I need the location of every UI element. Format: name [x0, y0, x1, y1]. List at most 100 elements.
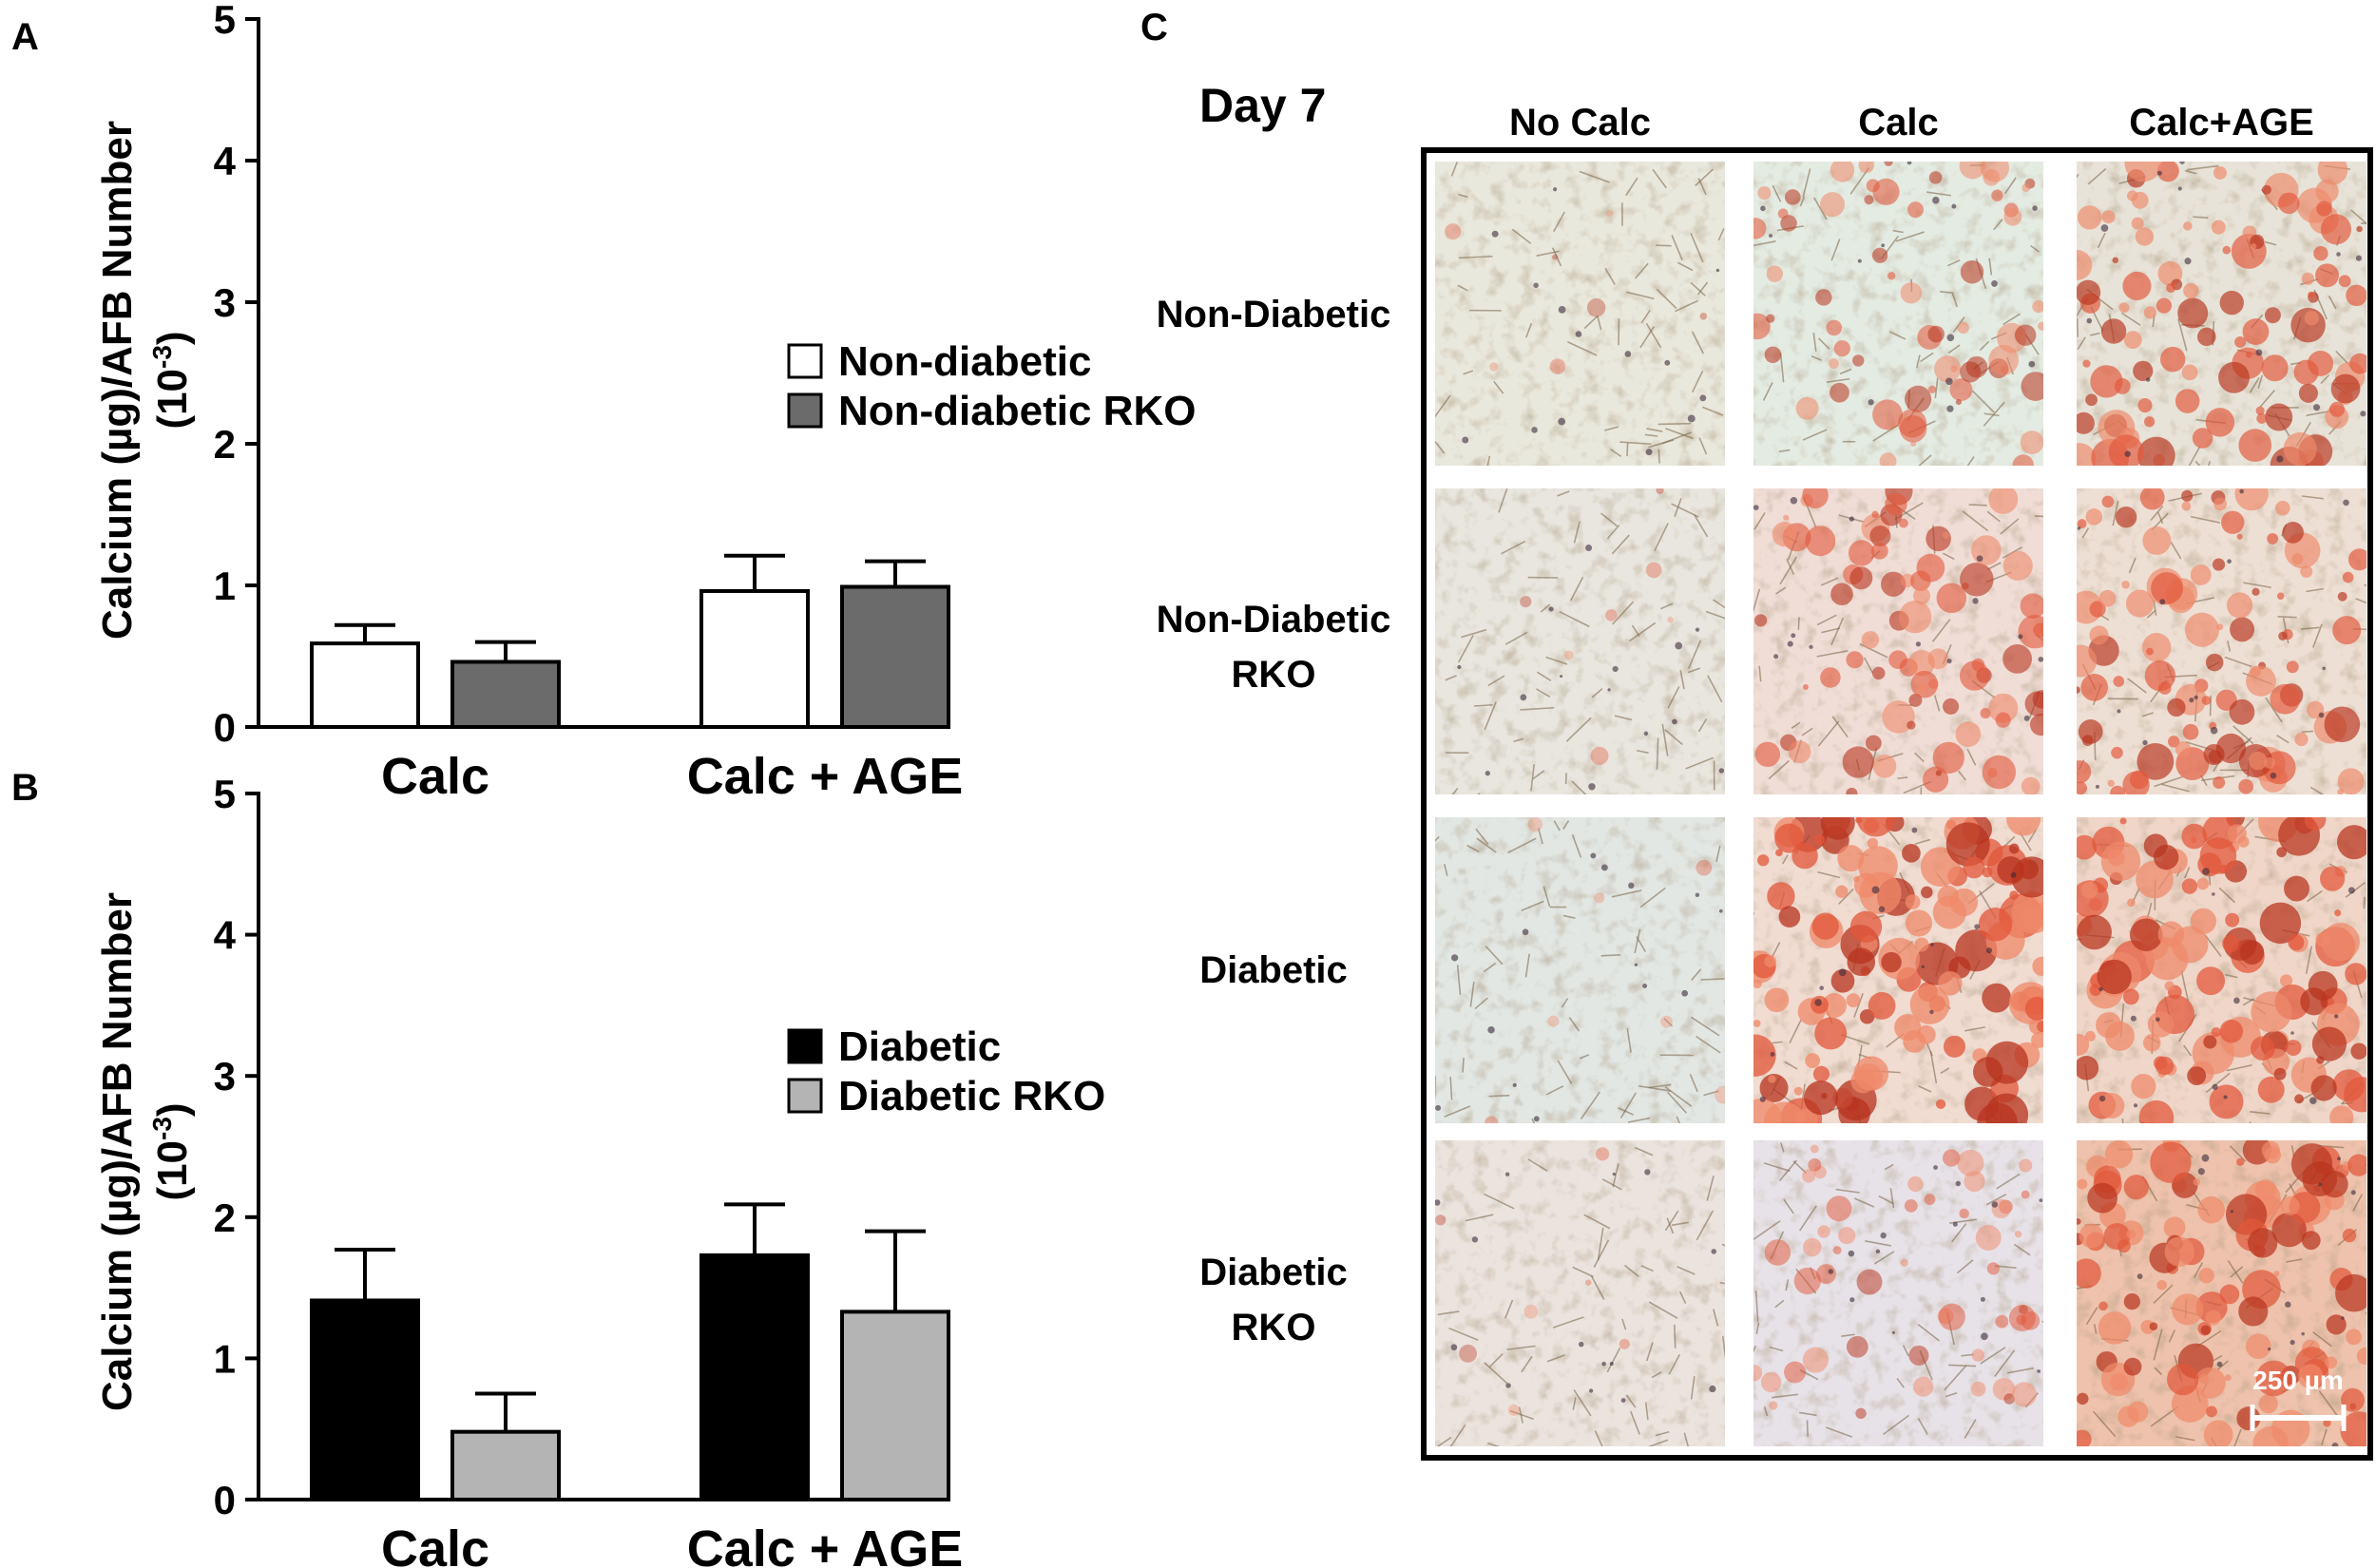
- micrograph-fibre-1-0-17: [1600, 512, 1619, 527]
- chart-a-tick-label-4: 4: [214, 139, 237, 183]
- micrograph-fibre-0-0-19: [1604, 267, 1616, 285]
- micrograph-fibre-1-0-24: [1530, 764, 1536, 792]
- chart-a-category-1: Calc + AGE: [687, 748, 964, 805]
- micrograph-fibre-2-0-29: [1691, 968, 1702, 981]
- micrograph-nucleus-1-1-12: [2023, 715, 2030, 721]
- micrograph-fibre-2-0-30: [1456, 965, 1462, 995]
- micrograph-fibre-1-1-27: [1968, 504, 1987, 507]
- micrograph-nucleus-1-2-11: [2117, 709, 2121, 714]
- micrograph-deposit-3-1-5: [1986, 1262, 2000, 1275]
- micrograph-nucleus-0-0-4: [1533, 282, 1539, 288]
- micrograph-fibre-3-0-35: [1621, 1318, 1627, 1330]
- micrograph-fibre-2-1-34: [2027, 829, 2038, 843]
- micrograph-fibre-0-2-49: [2249, 376, 2260, 393]
- micrograph-fibre-3-0-38: [1506, 1345, 1536, 1350]
- micrograph-deposit-0-2-60: [2137, 436, 2175, 466]
- micrograph-deposit-1-2-90: [2107, 779, 2115, 787]
- micrograph-nucleus-2-1-1: [1814, 999, 1822, 1006]
- micrograph-nucleus-1-1-4: [1790, 496, 1798, 505]
- micrograph-fibre-3-0-23: [1449, 1424, 1466, 1446]
- chart-a-ylabel-open: (10: [149, 369, 196, 430]
- micrograph-fibre-1-1-40: [1775, 586, 1787, 595]
- micrograph-deposit-2-0-3: [1527, 817, 1543, 832]
- chart-b-legend-label-1: Diabetic RKO: [838, 1073, 1105, 1119]
- micrograph-nucleus-0-2-7: [2146, 377, 2151, 382]
- micrograph-deposit-2-2-50: [2225, 912, 2240, 927]
- micrograph-deposit-3-1-26: [1856, 1269, 1883, 1295]
- micrograph-deposit-2-1-81: [1822, 993, 1848, 1018]
- micrograph-deposit-3-2-72: [2335, 1273, 2366, 1312]
- micrograph-deposit-2-1-3: [1935, 1099, 1946, 1109]
- micrograph-fibre-1-1-43: [1913, 752, 1925, 763]
- micrograph-fibre-1-1-41: [1753, 512, 1766, 530]
- micrograph-fibre-0-0-3: [1671, 235, 1683, 260]
- micrograph-fibre-0-1-37: [1971, 390, 1995, 413]
- micrograph-deposit-0-1-43: [1949, 378, 1973, 402]
- micrograph-fibre-0-0-10: [1646, 428, 1663, 432]
- micrograph-deposit-1-2-26: [2276, 592, 2285, 600]
- micrograph-fibre-1-0-38: [1513, 737, 1523, 743]
- chart-a: 0 1 2 3 4 5 Calc Calc + AGE Calcium (µg)/AFB N…: [94, 0, 1196, 805]
- micrograph-fibre-3-1-8: [1917, 1418, 1928, 1435]
- micrograph-fibre-3-0-10: [1668, 1353, 1681, 1375]
- micrograph-fibre-1-0-0: [1536, 671, 1552, 682]
- micrograph-fibre-2-2-49: [2218, 887, 2235, 904]
- micrograph-fibre-3-0-36: [1674, 1324, 1677, 1348]
- micrograph-fibre-2-0-51: [1638, 1085, 1672, 1092]
- micrograph-deposit-0-1-17: [1905, 385, 1932, 412]
- micrograph-deposit-0-2-14: [2137, 397, 2153, 413]
- micrograph-fibre-2-2-4: [2305, 946, 2313, 974]
- micrograph-deposit-2-2-108: [2100, 841, 2141, 881]
- micrograph-fibre-2-0-35: [1553, 820, 1562, 832]
- micrograph-deposit-0-1-14: [1988, 345, 2020, 375]
- micrograph-deposit-3-2-81: [2126, 1229, 2136, 1239]
- micrograph-deposit-1-2-65: [2238, 778, 2254, 794]
- micrograph-fibre-1-1-20: [1958, 770, 1967, 781]
- micrograph-deposit-0-2-11: [2349, 353, 2366, 374]
- micrograph-fibre-0-1-18: [1983, 401, 2005, 427]
- micrograph-nucleus-1-1-3: [1976, 555, 1983, 563]
- micrograph-nucleus-1-2-13: [2343, 499, 2349, 507]
- micrograph-fibre-1-1-44: [1987, 562, 2002, 570]
- micrograph-fibre-3-0-1: [1504, 1299, 1514, 1319]
- micrograph-fibre-2-1-45: [1753, 912, 1755, 916]
- micrograph-deposit-0-1-31: [2012, 454, 2034, 466]
- micrograph-deposit-0-2-95: [2133, 360, 2154, 382]
- micrograph-fibre-0-0-14: [1551, 247, 1562, 267]
- micrograph-deposit-1-2-86: [2203, 743, 2225, 766]
- micrograph-fibre-1-1-16: [1830, 617, 1845, 646]
- micrograph-deposit-2-1-49: [2011, 891, 2043, 934]
- micrograph-nucleus-3-1-13: [1955, 1180, 1962, 1187]
- micrograph-fibre-0-2-7: [2077, 336, 2086, 351]
- micrograph-nucleus-3-1-9: [1933, 1165, 1938, 1170]
- micrograph-fibre-2-0-18: [1700, 978, 1725, 981]
- micrograph-fibre-2-1-54: [1853, 992, 1864, 1018]
- micrograph-deposit-3-2-43: [2219, 1284, 2240, 1305]
- micrograph-deposit-1-2-52: [2201, 696, 2212, 705]
- chart-a-bar-1-1: [840, 584, 950, 729]
- micrograph-deposit-3-2-104: [2123, 1357, 2142, 1376]
- micrograph-fibre-0-2-34: [2188, 446, 2201, 466]
- micrograph-fibre-0-0-33: [1435, 394, 1451, 418]
- micrograph-deposit-3-2-5: [2077, 1429, 2092, 1446]
- micrograph-fibre-2-0-14: [1521, 900, 1544, 911]
- micrograph-deposit-3-2-48: [2203, 1420, 2233, 1446]
- micrograph-deposit-1-1-38: [1849, 566, 1873, 590]
- micrograph-deposit-2-1-119: [1764, 987, 1790, 1013]
- chart-b-ylabel-line1: Calcium (µg)/AFB Number: [94, 892, 141, 1411]
- micrograph-deposit-0-2-8: [2143, 416, 2156, 428]
- micrograph-nucleus-3-1-11: [1952, 1221, 1958, 1227]
- micrograph-fibre-3-1-14: [1771, 1393, 1798, 1399]
- micrograph-fibre-2-2-24: [2306, 889, 2323, 903]
- micrograph-fibre-3-2-0: [2196, 1329, 2222, 1348]
- micrograph-deposit-1-2-20: [2110, 785, 2126, 794]
- micrograph-fibre-3-2-21: [2217, 1360, 2229, 1370]
- micrograph-fibre-3-0-20: [1623, 1264, 1639, 1278]
- micrograph-deposit-2-2-30: [2131, 1074, 2156, 1100]
- micrograph-deposit-0-2-87: [2316, 201, 2332, 217]
- chart-a-legend-swatch-1: [787, 392, 823, 429]
- micrograph-nucleus-2-0-3: [1634, 963, 1638, 966]
- micrograph-fibre-1-2-32: [2309, 786, 2325, 794]
- micrograph-deposit-1-1-48: [2024, 691, 2043, 717]
- micrograph-deposit-0-1-13: [1927, 325, 1945, 343]
